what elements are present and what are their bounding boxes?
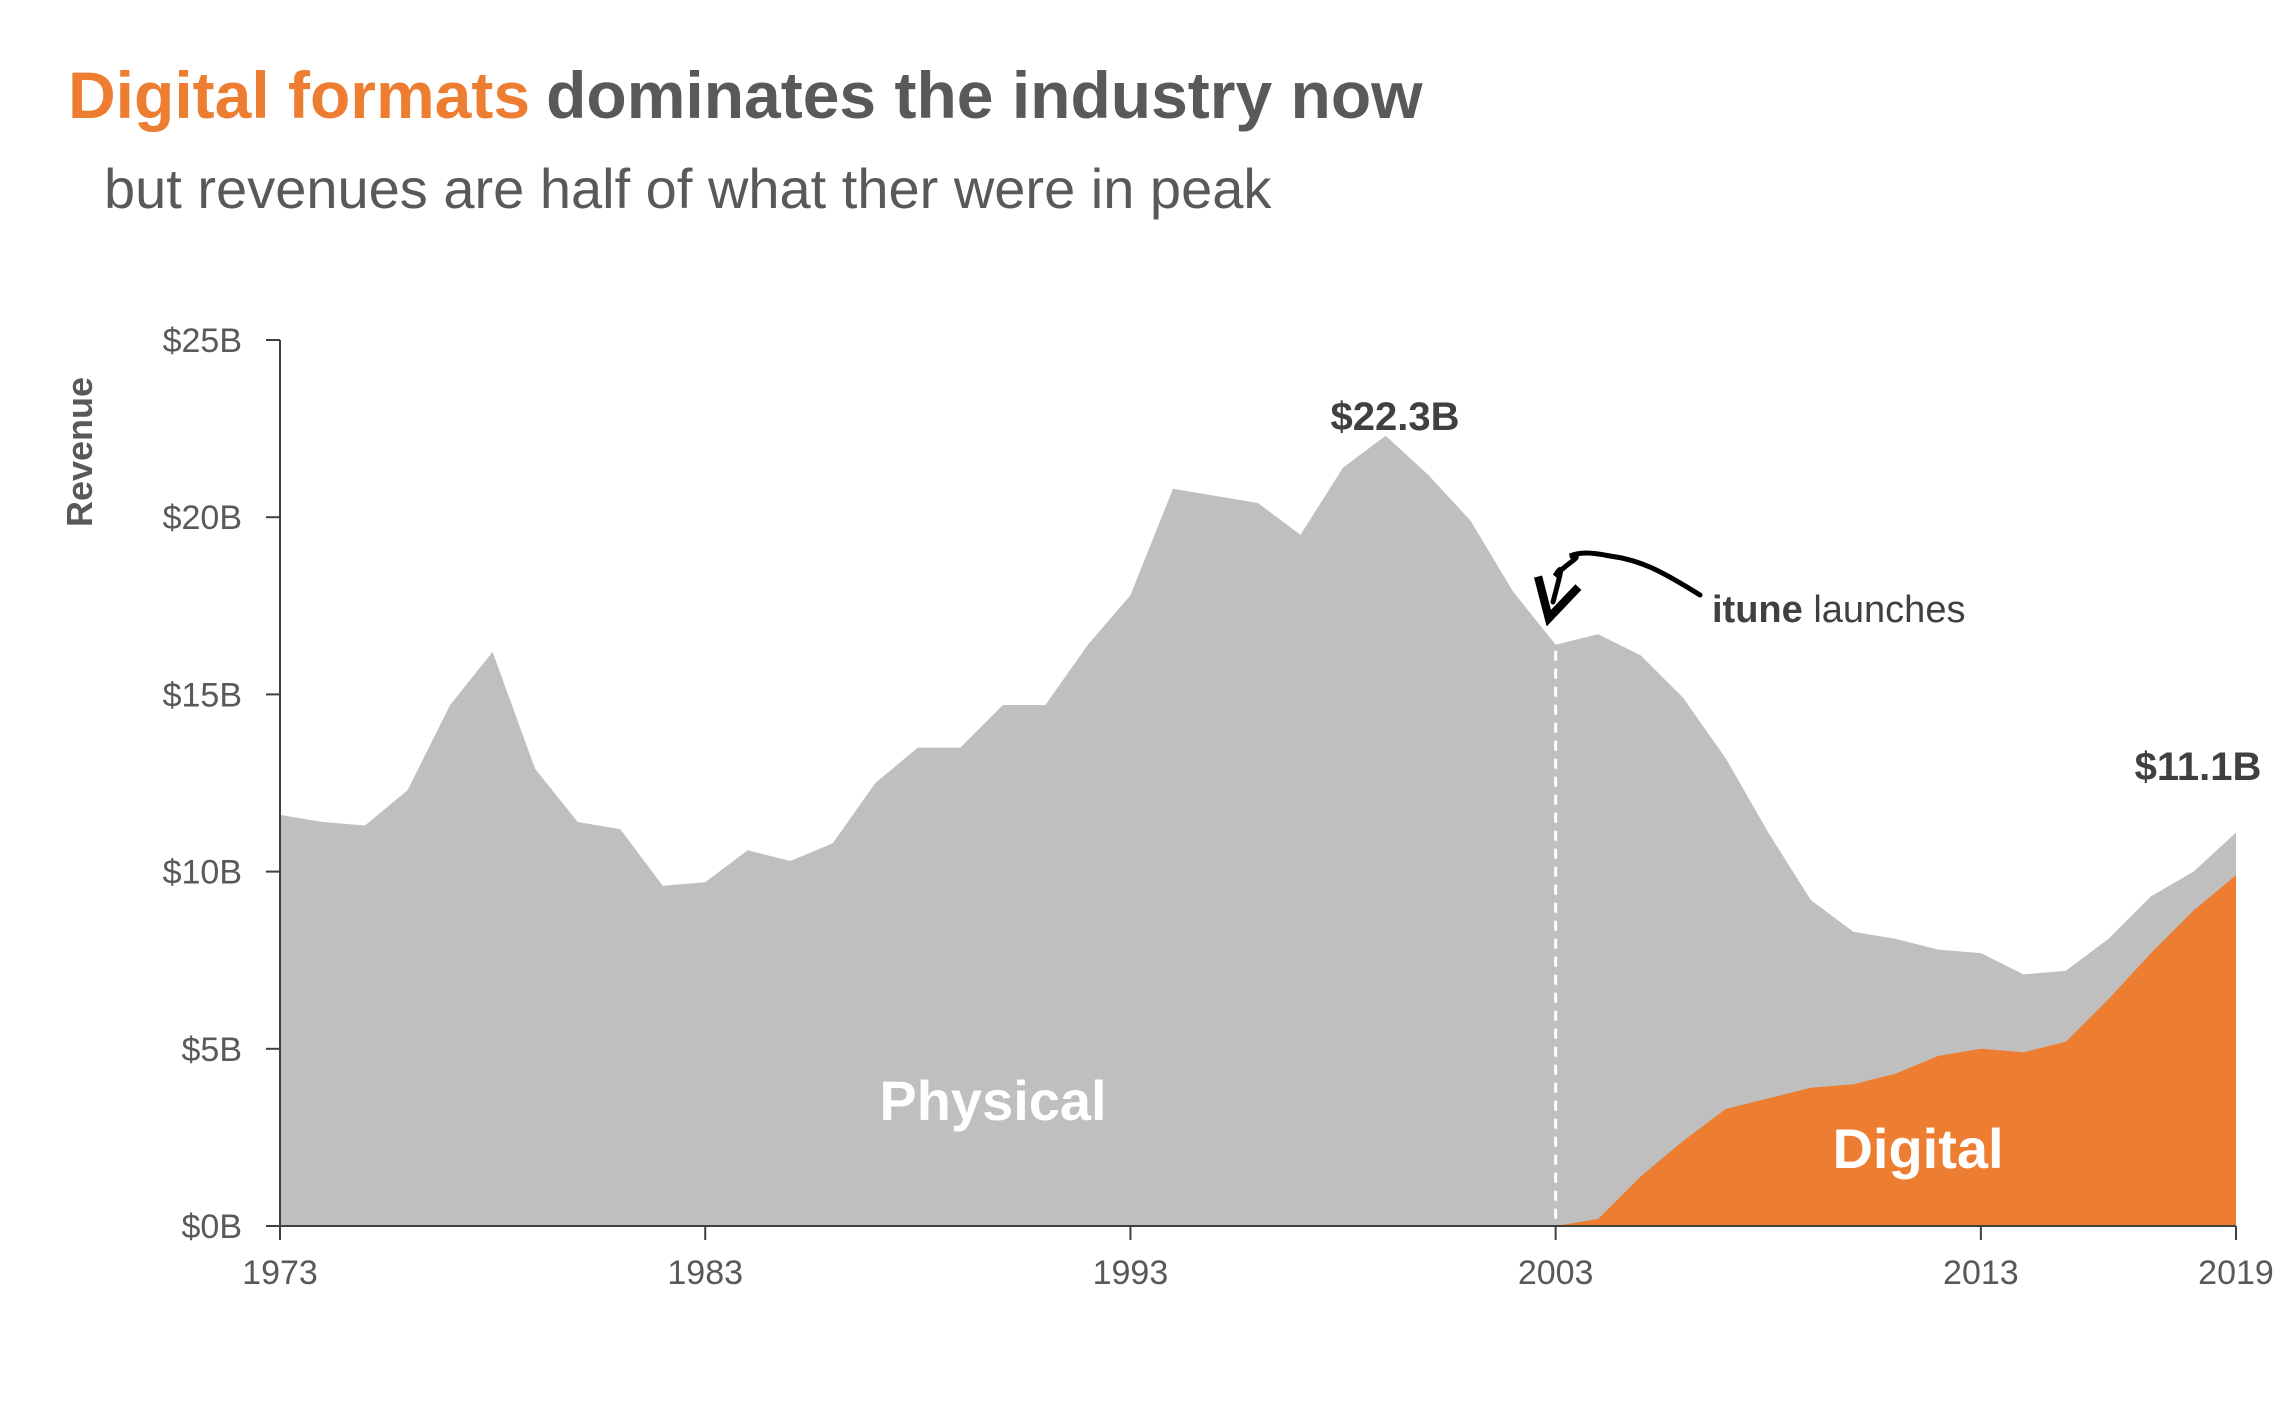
y-tick-label: $0B xyxy=(182,1208,243,1246)
y-tick-label: $5B xyxy=(182,1031,243,1069)
x-tick-label: 1983 xyxy=(667,1254,743,1292)
x-tick-label: 1993 xyxy=(1093,1254,1169,1292)
series-area-physical xyxy=(280,435,2236,1226)
plot-area xyxy=(280,435,2236,1226)
series-area-digital xyxy=(280,875,2236,1226)
event-annotation-bold: itune xyxy=(1712,589,1803,631)
chart-labels: Physical Digital $22.3B $11.1B itune lau… xyxy=(879,395,2261,1180)
y-tick-label: $20B xyxy=(163,499,242,537)
x-tick-label: 1973 xyxy=(242,1254,318,1292)
series-label-digital: Digital xyxy=(1832,1117,2003,1180)
chart-title: Digital formats dominates the industry no… xyxy=(68,58,1423,132)
event-annotation-rest: launches xyxy=(1803,589,1966,631)
chart-title-highlight: Digital formats xyxy=(68,58,530,132)
y-axis-title: Revenue xyxy=(59,377,100,527)
axes: $0B $5B $10B $15B $20B $25B 1973 1983 1993 2003 20… xyxy=(163,322,2274,1292)
y-tick-label: $15B xyxy=(163,676,242,714)
x-tick-label: 2019 xyxy=(2198,1254,2274,1292)
y-tick-label: $25B xyxy=(163,322,242,360)
chart-subtitle: but revenues are half of what ther were … xyxy=(104,157,1272,220)
event-arrow xyxy=(1553,550,1703,602)
event-annotation: itune launches xyxy=(1712,589,1965,631)
peak-value-label: $22.3B xyxy=(1331,395,1460,439)
series-label-physical: Physical xyxy=(879,1069,1106,1132)
chart-title-rest: dominates the industry now xyxy=(546,58,1423,132)
y-tick-label: $10B xyxy=(163,854,242,892)
end-value-label: $11.1B xyxy=(2135,745,2262,789)
x-tick-label: 2013 xyxy=(1943,1254,2019,1292)
x-tick-label: 2003 xyxy=(1518,1254,1594,1292)
